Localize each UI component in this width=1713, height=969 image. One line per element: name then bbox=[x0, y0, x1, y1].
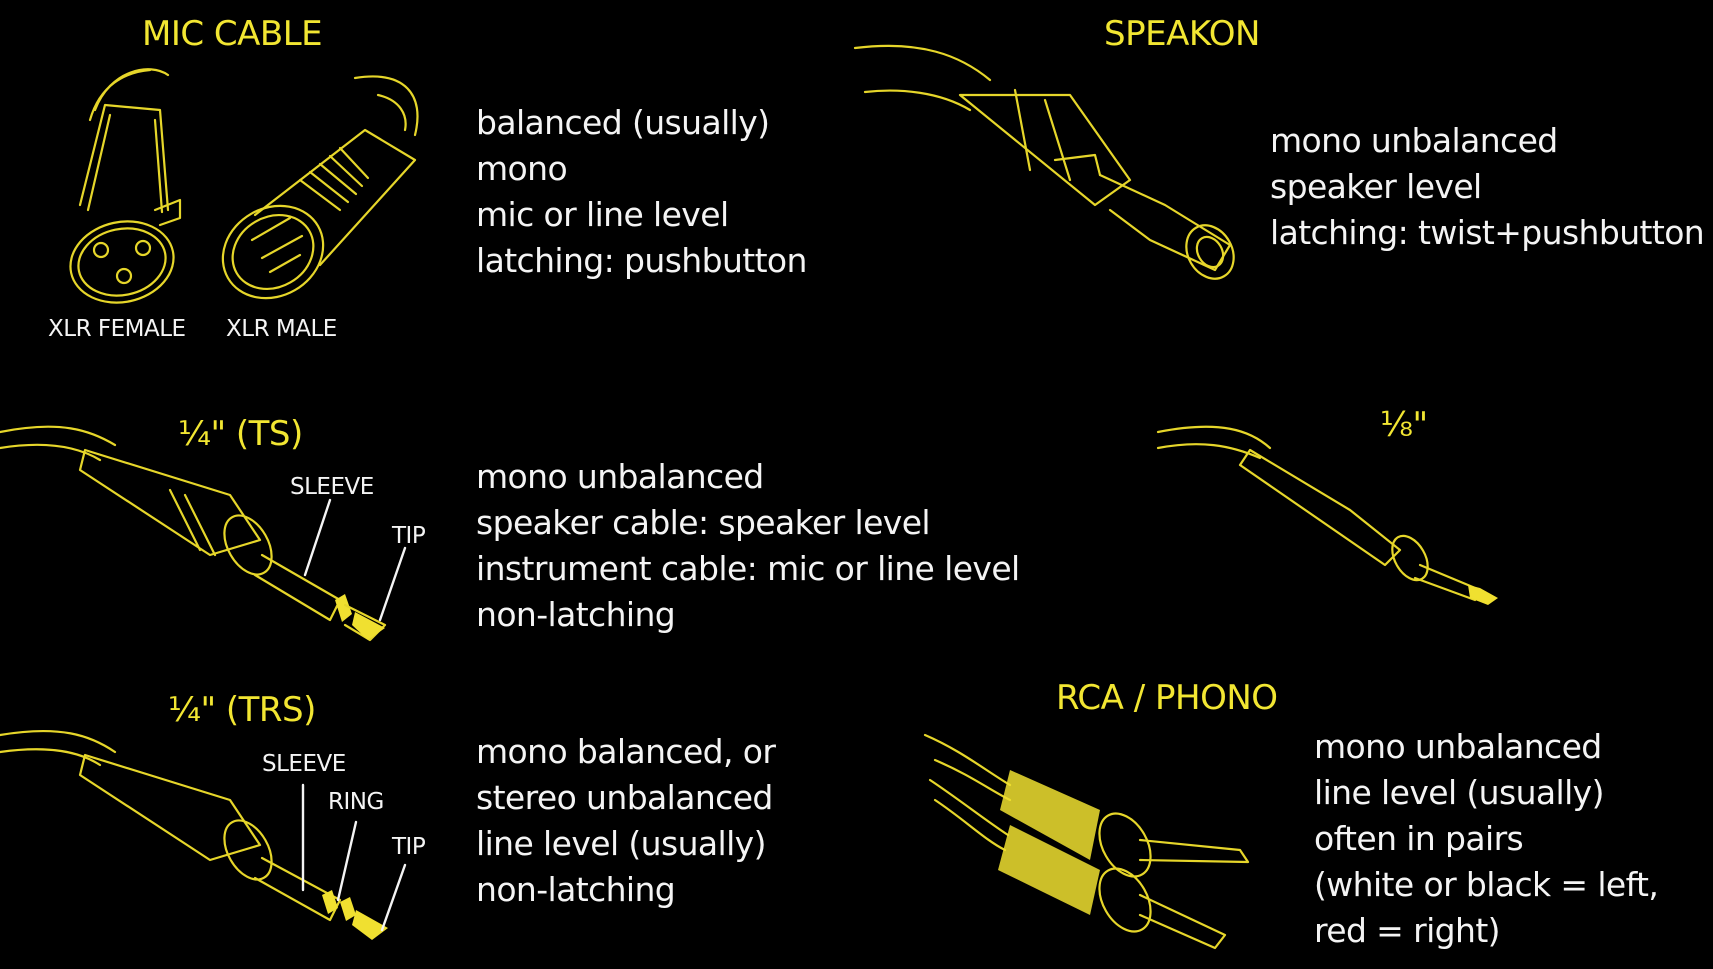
speakon-icon bbox=[853, 44, 1235, 280]
description-line: (white or black = left, bbox=[1314, 865, 1659, 904]
description-line: red = right) bbox=[1314, 911, 1501, 950]
trs-tip-label: TIP bbox=[392, 834, 426, 860]
quarter-ts-title: ¼" (TS) bbox=[178, 414, 303, 454]
ts-sleeve-label: SLEEVE bbox=[290, 474, 374, 500]
description-line: mono unbalanced bbox=[1314, 727, 1602, 766]
speakon-description: mono unbalanced speaker level latching: … bbox=[1270, 118, 1705, 256]
description-line: non-latching bbox=[476, 870, 676, 909]
description-line: latching: pushbutton bbox=[476, 241, 807, 280]
quarter-trs-description: mono balanced, or stereo unbalanced line… bbox=[476, 729, 776, 913]
rca-description: mono unbalanced line level (usually) oft… bbox=[1314, 724, 1659, 954]
description-line: latching: twist+pushbutton bbox=[1270, 213, 1705, 252]
description-line: speaker level bbox=[1270, 167, 1482, 206]
description-line: mono unbalanced bbox=[1270, 121, 1558, 160]
ts-tip-label: TIP bbox=[392, 523, 426, 549]
xlr-male-label: XLR MALE bbox=[226, 316, 337, 342]
pointer-lines bbox=[301, 498, 407, 932]
trs-sleeve-label: SLEEVE bbox=[262, 751, 346, 777]
description-line: mono bbox=[476, 149, 568, 188]
mic-cable-description: balanced (usually) mono mic or line leve… bbox=[476, 100, 807, 284]
quarter-trs-title: ¼" (TRS) bbox=[168, 690, 316, 730]
description-line: often in pairs bbox=[1314, 819, 1524, 858]
quarter-inch-trs-plug-icon bbox=[0, 729, 388, 940]
eighth-inch-title: ⅛" bbox=[1380, 405, 1428, 445]
xlr-female-icon bbox=[69, 68, 182, 304]
eighth-inch-plug-icon bbox=[1156, 425, 1498, 605]
xlr-female-label: XLR FEMALE bbox=[48, 316, 186, 342]
description-line: speaker cable: speaker level bbox=[476, 503, 931, 542]
quarter-inch-ts-plug-icon bbox=[0, 425, 387, 642]
description-line: line level (usually) bbox=[1314, 773, 1604, 812]
description-line: mic or line level bbox=[476, 195, 729, 234]
rca-title: RCA / PHONO bbox=[1056, 678, 1278, 718]
mic-cable-title: MIC CABLE bbox=[142, 14, 323, 54]
speakon-title: SPEAKON bbox=[1104, 14, 1260, 54]
description-line: mono balanced, or bbox=[476, 732, 776, 771]
description-line: balanced (usually) bbox=[476, 103, 770, 142]
trs-ring-label: RING bbox=[328, 789, 384, 815]
xlr-male-icon bbox=[221, 75, 419, 300]
description-line: non-latching bbox=[476, 595, 676, 634]
quarter-ts-description: mono unbalanced speaker cable: speaker l… bbox=[476, 454, 1020, 638]
description-line: instrument cable: mic or line level bbox=[476, 549, 1020, 588]
description-line: stereo unbalanced bbox=[476, 778, 773, 817]
rca-plugs-icon bbox=[923, 733, 1250, 950]
description-line: line level (usually) bbox=[476, 824, 766, 863]
description-line: mono unbalanced bbox=[476, 457, 764, 496]
